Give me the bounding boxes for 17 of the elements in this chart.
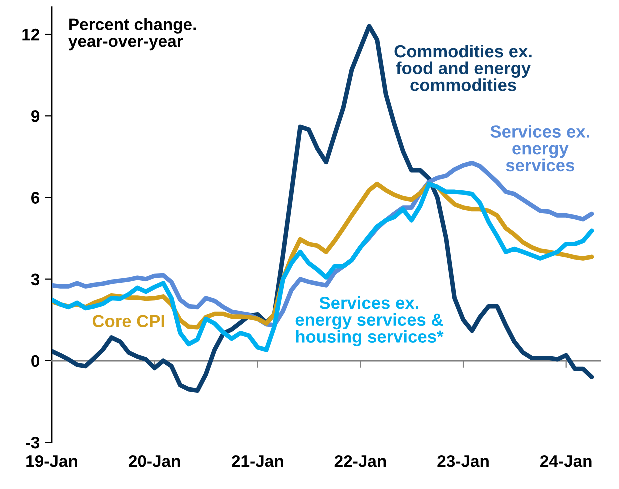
y-tick-label: 9 xyxy=(32,110,40,122)
series-label: Services ex. energy services xyxy=(490,125,590,172)
y-tick-label: 3 xyxy=(31,274,40,286)
x-tick-label: 22-Jan xyxy=(334,455,386,468)
series-label: Services ex. energy services & housing services* xyxy=(296,296,444,346)
y-tick-label: 0 xyxy=(32,355,40,368)
y-tick-label: 6 xyxy=(32,192,40,204)
x-tick-label: 19-Jan xyxy=(26,455,78,468)
series-label: Core CPI xyxy=(92,315,164,328)
x-tick-label: 21-Jan xyxy=(232,455,284,468)
y-tick-label: 12 xyxy=(22,28,40,41)
x-tick-label: 20-Jan xyxy=(128,455,180,468)
y-axis-title: Percent change. year-over-year xyxy=(68,18,196,51)
y-tick-label: -3 xyxy=(26,436,40,449)
series-label: Commodities ex. food and energy commodities xyxy=(394,44,532,92)
x-tick-label: 23-Jan xyxy=(438,455,489,468)
x-tick-label: 24-Jan xyxy=(540,455,592,468)
